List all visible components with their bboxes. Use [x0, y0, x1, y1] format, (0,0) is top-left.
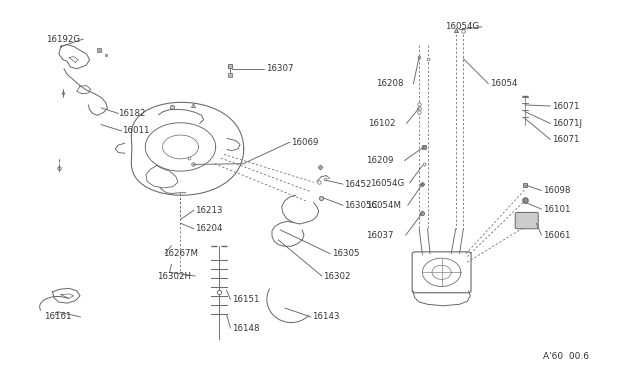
Text: 16213: 16213	[195, 206, 223, 215]
Text: 16071: 16071	[552, 102, 579, 110]
Text: 16011: 16011	[122, 126, 149, 135]
Text: 16143: 16143	[312, 312, 340, 321]
Text: 16071J: 16071J	[552, 119, 582, 128]
Text: 16098: 16098	[543, 186, 570, 195]
Text: 16208: 16208	[376, 79, 404, 88]
Text: 16102: 16102	[368, 119, 396, 128]
Text: 16054: 16054	[490, 79, 517, 88]
Text: 16267M: 16267M	[163, 249, 198, 258]
Text: 16302: 16302	[323, 272, 351, 280]
Text: 16209: 16209	[366, 156, 394, 165]
Text: 16305: 16305	[332, 249, 359, 258]
FancyBboxPatch shape	[515, 212, 538, 229]
Text: 16151: 16151	[232, 295, 259, 304]
Text: 16037: 16037	[366, 231, 394, 240]
Text: 16054M: 16054M	[366, 201, 401, 210]
Text: 16071: 16071	[552, 135, 579, 144]
Text: 16061: 16061	[543, 231, 570, 240]
Text: 16192G: 16192G	[46, 35, 80, 44]
Text: 16054G: 16054G	[445, 22, 479, 31]
Text: 16101: 16101	[543, 205, 570, 214]
Text: 16204: 16204	[195, 224, 223, 233]
Text: 16307: 16307	[266, 64, 293, 73]
Text: 16452: 16452	[344, 180, 372, 189]
Text: 16069: 16069	[291, 138, 319, 147]
Text: 16305C: 16305C	[344, 201, 378, 210]
Text: 16054G: 16054G	[370, 179, 404, 187]
FancyBboxPatch shape	[412, 252, 471, 293]
Text: 16161: 16161	[44, 312, 71, 321]
Text: 16182: 16182	[118, 109, 146, 118]
Text: 16302H: 16302H	[157, 272, 191, 280]
Text: 16148: 16148	[232, 324, 259, 333]
Text: A'60  00.6: A'60 00.6	[543, 352, 589, 361]
